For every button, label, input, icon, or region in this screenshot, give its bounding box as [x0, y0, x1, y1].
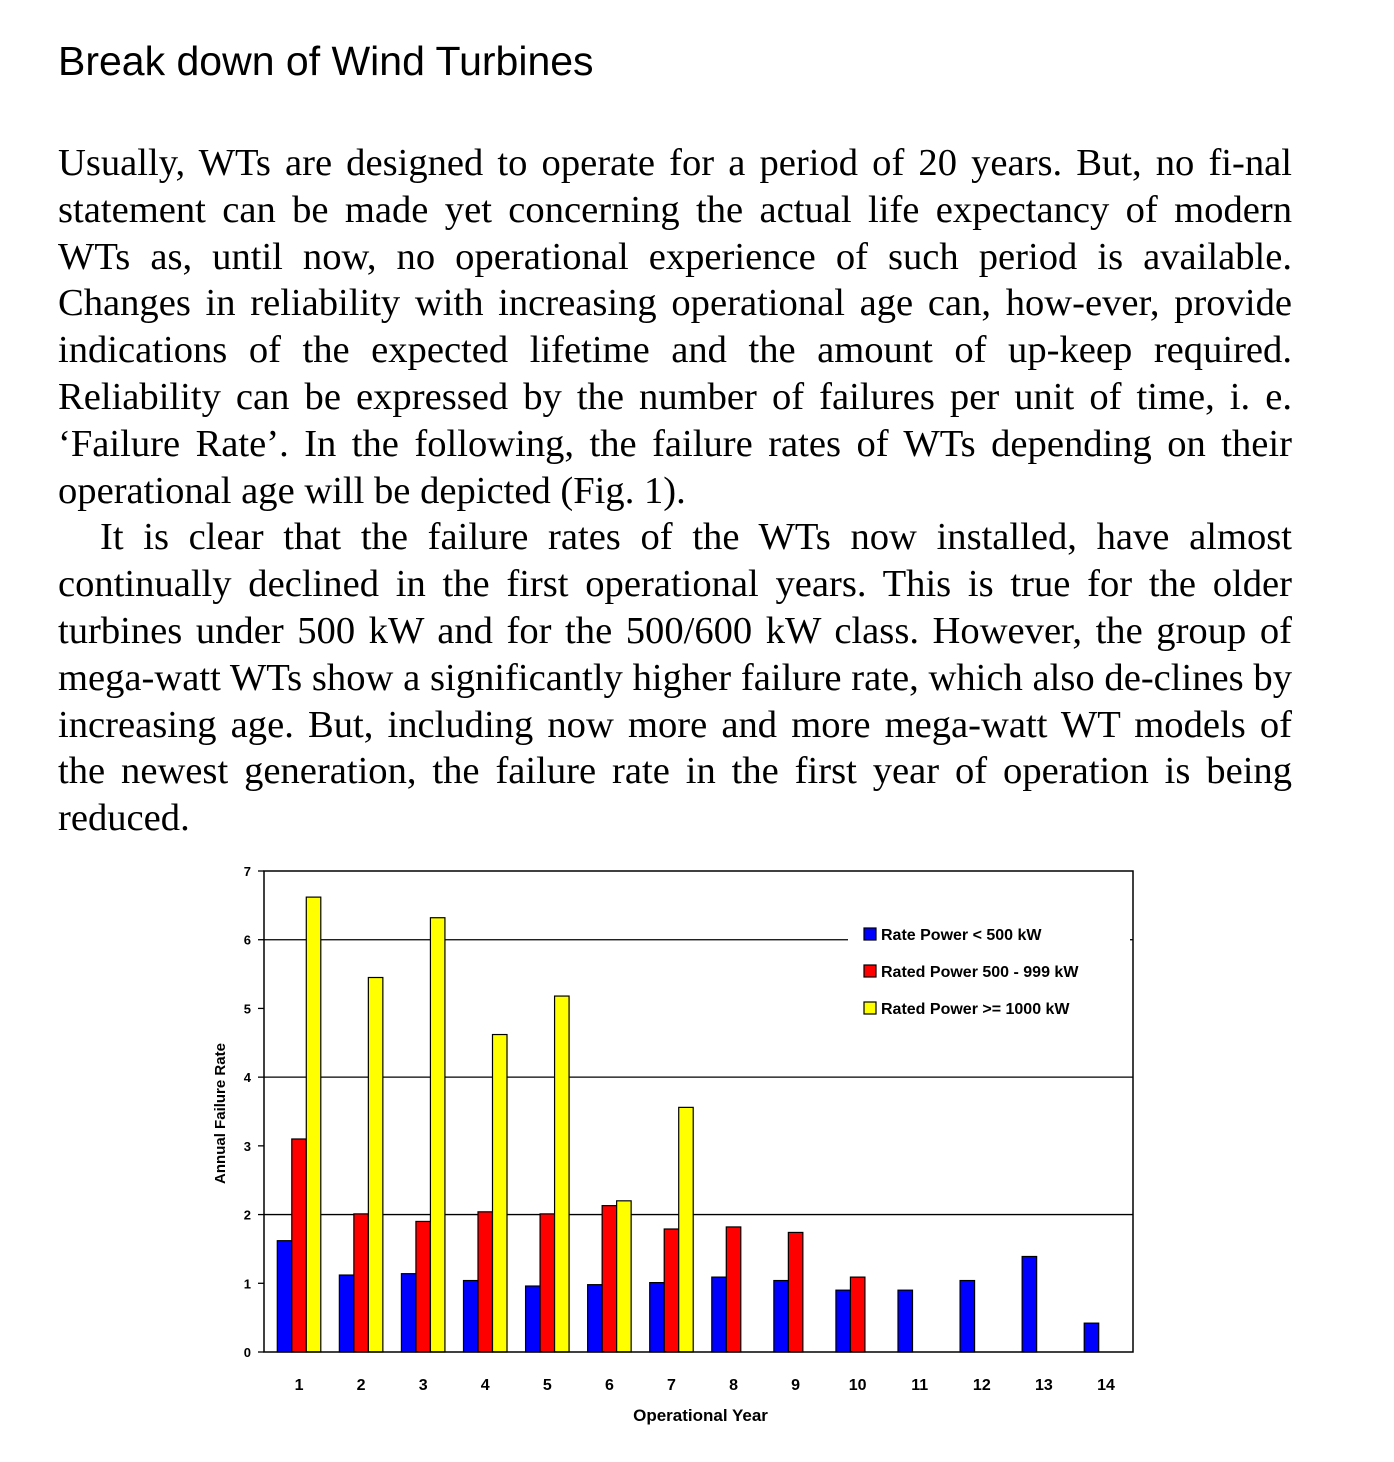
bar — [787, 1231, 804, 1353]
legend-swatch — [863, 964, 877, 978]
y-tick-label: 5 — [244, 1001, 251, 1016]
bar — [338, 1274, 355, 1353]
bar — [663, 1228, 680, 1353]
x-tick-label: 5 — [543, 1377, 552, 1394]
body-text: Usually, WTs are designed to operate for… — [58, 140, 1292, 842]
y-axis-title: Annual Failure Rate — [212, 1043, 229, 1184]
y-tick-label: 2 — [244, 1208, 251, 1223]
x-tick-label: 1 — [295, 1377, 304, 1394]
bar — [462, 1279, 479, 1353]
y-tick-label: 1 — [244, 1276, 251, 1291]
bar — [959, 1279, 976, 1353]
section-heading: Break down of Wind Turbines — [58, 38, 594, 84]
x-tick-label: 7 — [667, 1377, 676, 1394]
bar — [849, 1276, 866, 1353]
x-axis-title: Operational Year — [633, 1406, 768, 1425]
y-tick-label: 0 — [244, 1345, 251, 1360]
x-tick-label: 10 — [849, 1377, 867, 1394]
bar — [400, 1273, 417, 1353]
chart-gridlines — [264, 939, 1133, 1216]
legend-label: Rated Power 500 - 999 kW — [881, 964, 1079, 981]
legend-label: Rated Power >= 1000 kW — [881, 1001, 1070, 1018]
chart-legend: Rate Power < 500 kW Rated Power 500 - 999… — [848, 917, 1130, 1025]
bar — [524, 1285, 541, 1353]
bar — [429, 917, 446, 1353]
bar — [353, 1213, 369, 1353]
bar — [276, 1240, 293, 1353]
bar — [305, 896, 322, 1353]
bar — [491, 1033, 508, 1353]
bar — [678, 1106, 694, 1353]
legend-label: Rate Power < 500 kW — [881, 927, 1042, 944]
y-tick-label: 6 — [244, 933, 251, 948]
x-tick-label: 6 — [605, 1377, 614, 1394]
bar — [835, 1289, 852, 1353]
bar — [601, 1205, 618, 1353]
bar — [539, 1213, 556, 1353]
bar — [616, 1200, 632, 1353]
bar — [711, 1276, 727, 1353]
bar — [477, 1211, 494, 1353]
legend-background — [848, 917, 1130, 1025]
x-tick-label: 13 — [1035, 1377, 1053, 1394]
x-tick-label: 12 — [973, 1377, 991, 1394]
bar — [773, 1279, 789, 1353]
paragraph-1: Usually, WTs are designed to operate for… — [58, 142, 1292, 512]
legend-swatch — [863, 927, 877, 941]
x-tick-label: 3 — [419, 1377, 428, 1394]
chart-bars — [276, 896, 1100, 1353]
plot-area-frame — [263, 870, 1134, 1353]
bar — [1083, 1322, 1100, 1353]
bar — [587, 1284, 603, 1353]
x-tick-label: 11 — [911, 1377, 928, 1394]
x-tick-label: 8 — [729, 1377, 738, 1394]
y-tick-label: 4 — [244, 1070, 252, 1085]
y-tick-label: 3 — [244, 1139, 251, 1154]
bar — [415, 1220, 432, 1353]
bar — [291, 1138, 307, 1353]
bar — [367, 976, 384, 1353]
y-tick-label: 7 — [244, 864, 251, 879]
x-axis-ticks: 1 2 3 4 5 6 7 8 9 10 11 12 13 14 — [295, 1377, 1115, 1394]
x-tick-label: 14 — [1097, 1377, 1115, 1394]
bar — [1021, 1255, 1038, 1353]
paragraph-2: It is clear that the failure rates of th… — [58, 516, 1292, 840]
legend-swatch — [863, 1001, 877, 1015]
x-tick-label: 9 — [791, 1377, 800, 1394]
bar — [725, 1226, 742, 1353]
y-axis-ticks: 0 1 2 3 4 5 6 7 — [244, 864, 264, 1360]
x-tick-label: 4 — [481, 1377, 490, 1394]
bar — [649, 1281, 665, 1353]
x-tick-label: 2 — [357, 1377, 366, 1394]
bar — [897, 1289, 914, 1353]
bar — [553, 995, 570, 1353]
